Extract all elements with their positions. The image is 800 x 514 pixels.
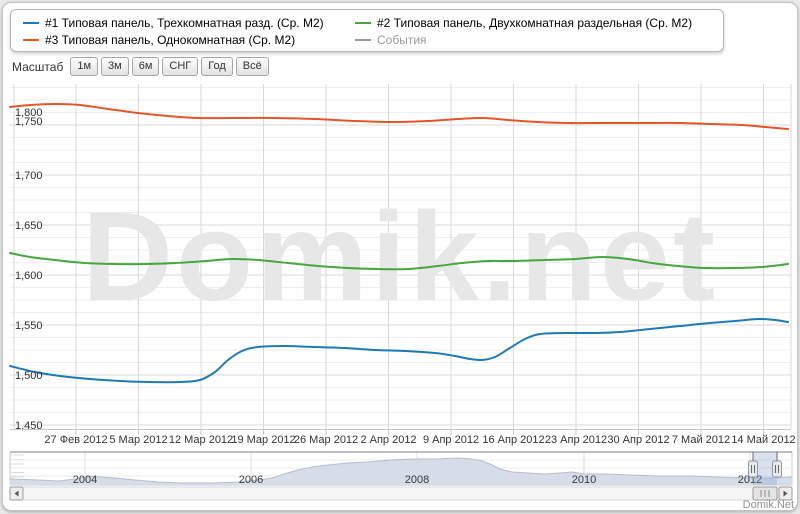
range-button-ytd[interactable]: СНГ [162,57,199,76]
x-axis-label: 2 Апр 2012 [360,434,416,446]
legend-label: #3 Типовая панель, Однокомнатная (Ср. М2… [45,33,296,47]
x-axis-label: 30 Апр 2012 [607,434,669,446]
x-axis-label: 7 Май 2012 [672,434,730,446]
series-line-2 [9,252,789,271]
legend-label: #1 Типовая панель, Трехкомнатная разд. (… [45,16,324,30]
y-axis-label: 1,750 [15,116,43,128]
navigator-year-label: 2008 [405,474,429,486]
scrollbar-track[interactable] [9,486,793,501]
legend-item-series3[interactable]: #3 Типовая панель, Однокомнатная (Ср. М2… [23,33,295,47]
domik-credit-link[interactable]: Domik.Net [742,499,794,511]
watermark: Domik.net [82,186,718,327]
range-button-year[interactable]: Год [201,57,233,76]
navigator-year-label: 2010 [572,474,596,486]
navigator-year-label: 2006 [239,474,263,486]
y-axis-label: 1,700 [15,170,43,182]
y-axis-label: 1,450 [15,420,43,432]
events-line-marker [355,39,371,41]
legend-item-events[interactable]: События [355,33,427,47]
navigator[interactable]: 2004 2006 2008 2010 2012 [9,451,793,486]
y-axis-label: 1,550 [15,320,43,332]
x-axis-label: 26 Мар 2012 [294,434,358,446]
navigator-handle-right[interactable] [772,460,782,478]
scrollbar[interactable] [9,486,793,501]
scroll-right-arrow-icon [783,490,788,497]
legend-label: События [377,33,427,47]
range-selector: Масштаб 1м 3м 6м СНГ Год Всё [12,57,272,77]
x-axis-label: 9 Апр 2012 [423,434,479,446]
y-axis-label: 1,800 [15,107,43,119]
navigator-area-outline [9,457,793,484]
gridlines [10,84,792,429]
x-axis-label: 16 Апр 2012 [482,434,544,446]
series-line-1 [9,317,789,384]
x-axis-label: 5 Мар 2012 [109,434,167,446]
series3-line-marker [23,39,39,41]
range-selector-label: Масштаб [12,59,64,74]
legend: #1 Типовая панель, Трехкомнатная разд. (… [10,9,724,52]
range-button-6m[interactable]: 6м [131,57,160,76]
series-line-3 [9,103,789,130]
scroll-left-arrow-icon [14,490,19,497]
range-button-1m[interactable]: 1м [70,57,99,76]
y-axis-label: 1,500 [15,370,43,382]
series2-line-marker [355,22,371,24]
y-axis-label: 1,600 [15,270,43,282]
x-axis-label: 19 Мар 2012 [231,434,295,446]
series1-line-marker [23,22,39,24]
range-button-all[interactable]: Всё [235,57,269,76]
x-axis-label: 27 Фев 2012 [44,434,107,446]
legend-label: #2 Типовая панель, Двухкомнатная раздель… [377,16,693,30]
navigator-handle-left[interactable] [748,460,758,478]
navigator-area-series[interactable] [10,458,792,485]
x-axis-label: 12 Мар 2012 [169,434,233,446]
series-lines [9,103,789,384]
legend-item-series1[interactable]: #1 Типовая панель, Трехкомнатная разд. (… [23,16,324,30]
range-button-3m[interactable]: 3м [101,57,129,76]
x-axis-label: 23 Апр 2012 [545,434,607,446]
y-axis-label: 1,650 [15,220,43,232]
x-axis-label: 14 Май 2012 [731,434,795,446]
legend-item-series2[interactable]: #2 Типовая панель, Двухкомнатная раздель… [355,16,692,30]
navigator-year-label: 2004 [73,474,97,486]
